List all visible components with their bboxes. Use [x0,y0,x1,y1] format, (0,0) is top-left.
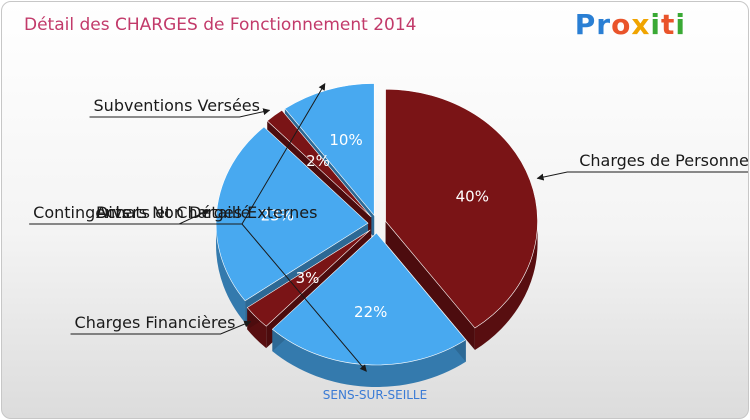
callout-label: Charges de Personnel [579,151,749,170]
chart-title: Détail des CHARGES de Fonctionnement 201… [24,15,417,35]
percent-label: 10% [329,131,362,149]
percent-label: 40% [456,188,489,206]
slice-side [385,221,475,351]
callout-line [536,171,748,181]
pie-slice-achats-et-charges-externes [271,232,467,366]
callout-label: Subventions Versées [94,96,260,115]
slice-side [272,329,466,387]
callout-label: Divers Non Détaillé [96,203,250,222]
proxiti-logo: Proxiti [574,8,686,41]
pie-slice-charges-de-personnel [385,88,538,329]
pie-slice-charges-financi-res [246,229,371,327]
percent-label: 22% [354,303,387,321]
slice-side [216,223,246,323]
percent-label: 23% [261,207,294,225]
percent-labels: 40% 22% 3% 23% 2% 10% [261,131,489,321]
pie-slice-contingents [215,126,369,302]
pie-slice-divers-non-d-taill [284,83,375,217]
callout-line [70,320,252,335]
slice-side [474,221,538,351]
callout-label: Charges Financières [75,313,236,332]
callout-line [92,83,326,225]
percent-label: 3% [296,269,320,287]
pie-tops [215,83,538,366]
commune-name: SENS-SUR-SEILLE [322,388,428,402]
percent-label: 2% [306,152,330,170]
callout-line [89,108,271,118]
callout-label: Contingents [33,203,130,222]
